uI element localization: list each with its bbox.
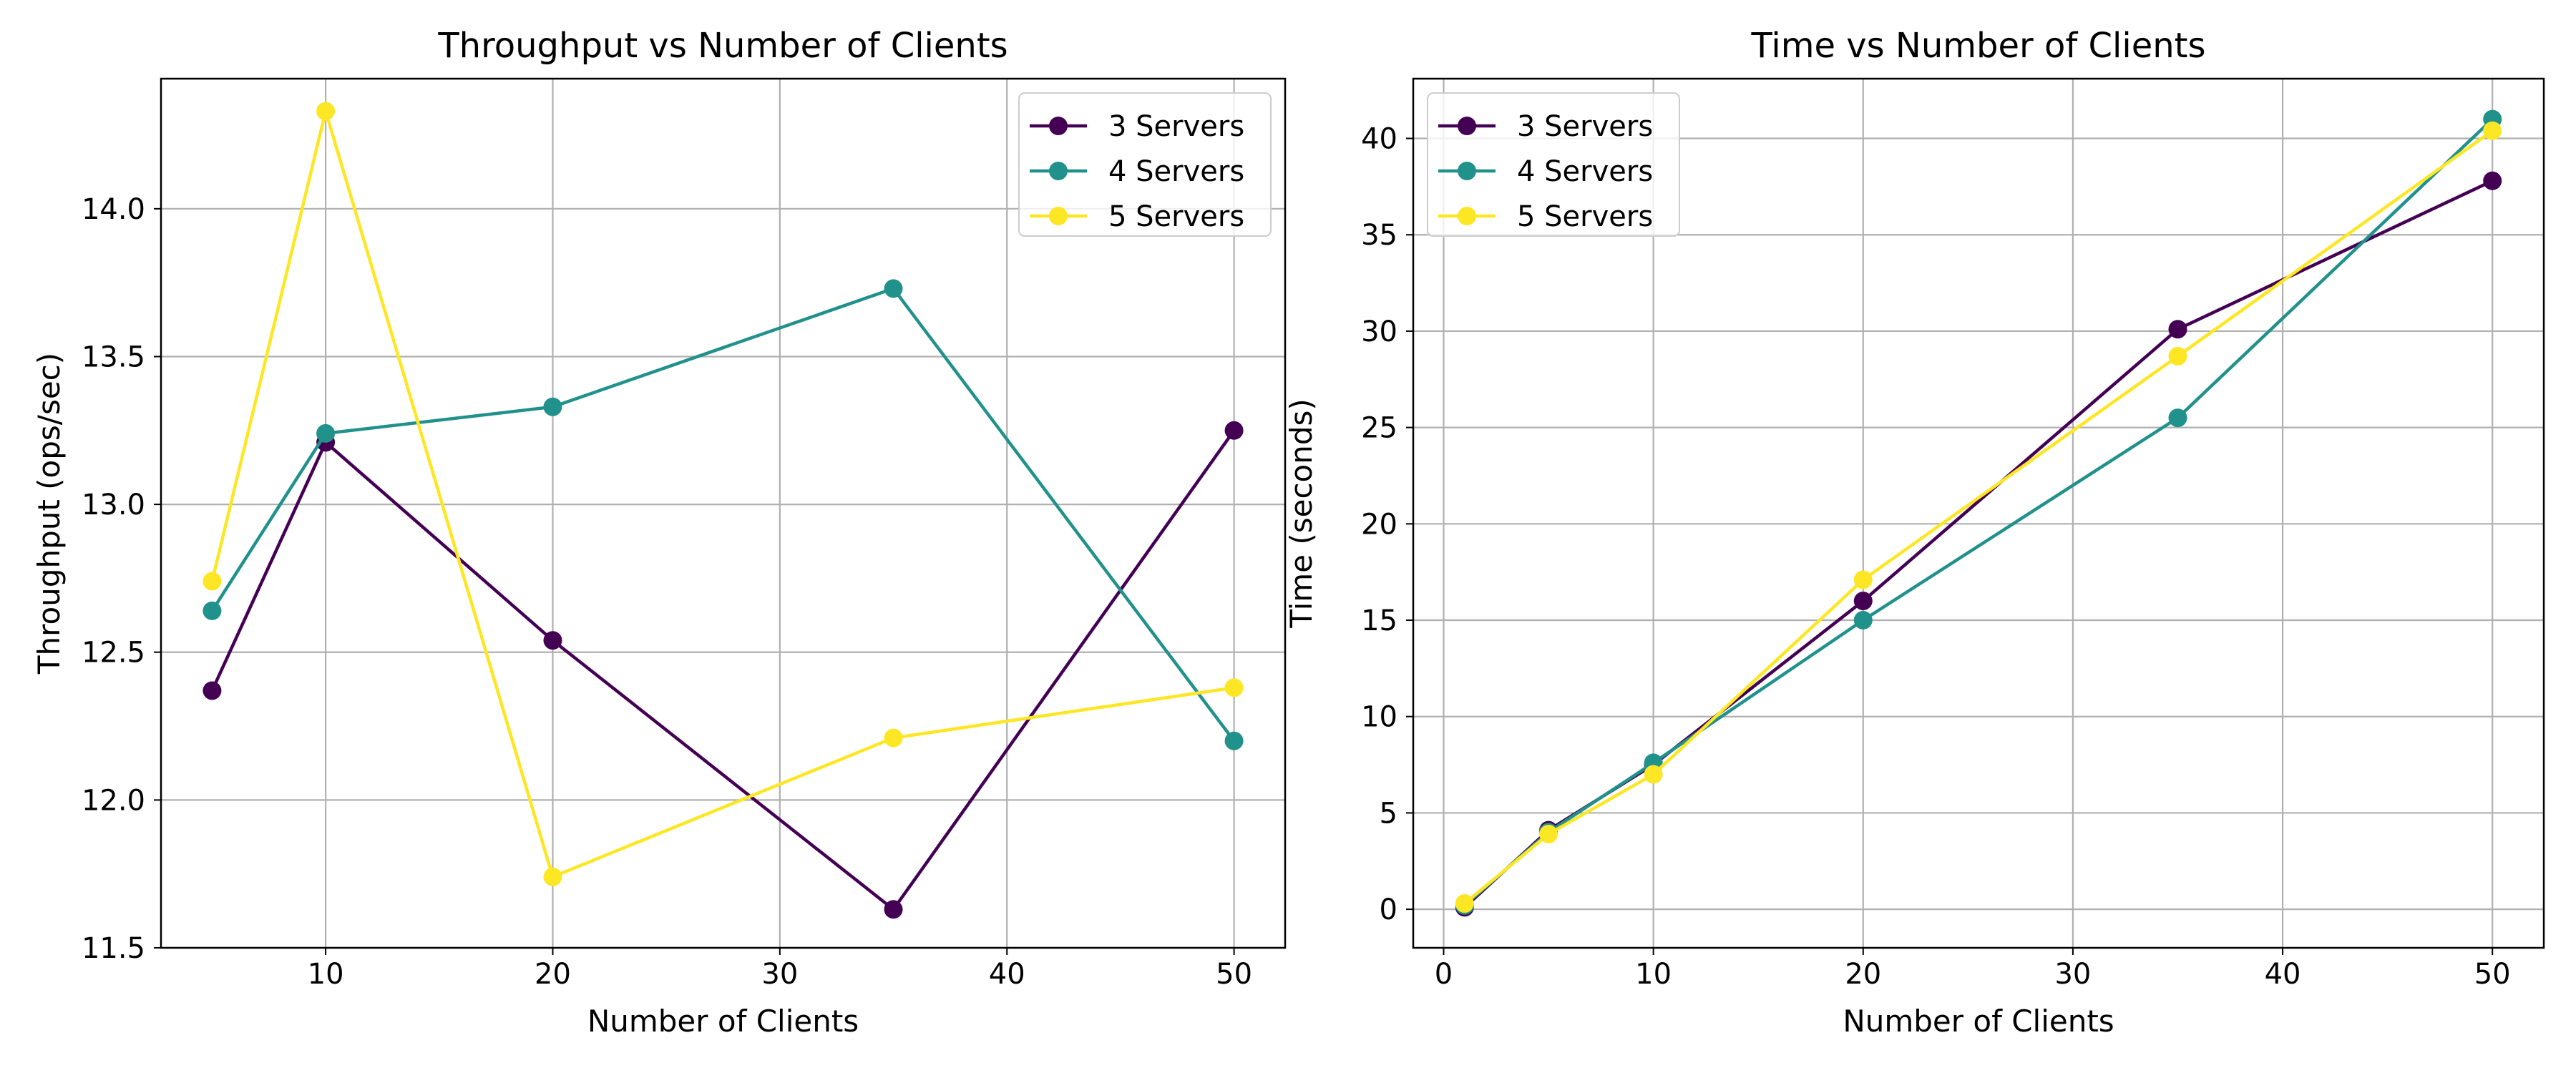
axes-frame — [1412, 77, 2545, 949]
x-tick-label: 10 — [308, 958, 344, 991]
x-tick-label: 50 — [1216, 958, 1252, 991]
x-tick-label: 20 — [1845, 958, 1881, 991]
x-tick-label: 40 — [2265, 958, 2301, 991]
legend-box — [1427, 92, 1680, 237]
data-point-4-servers — [1853, 611, 1873, 630]
x-axis-label: Number of Clients — [587, 1004, 859, 1039]
data-point-3-servers — [884, 900, 903, 919]
x-tick-label: 20 — [535, 958, 571, 991]
legend-label: 4 Servers — [1108, 155, 1244, 188]
x-tick-label: 0 — [1435, 958, 1453, 991]
time-chart: 0 10 20 30 40 50 0 5 10 15 20 25 30 35 40 Time vs Numbe… — [1284, 26, 2545, 1039]
legend-label: 5 Servers — [1517, 200, 1653, 233]
data-point-3-servers — [1224, 421, 1244, 440]
y-tick-label: 13.0 — [82, 489, 145, 521]
data-point-5-servers — [1539, 825, 1558, 844]
data-point-5-servers — [316, 102, 336, 121]
y-tick-label: 30 — [1361, 315, 1397, 348]
data-point-4-servers — [2168, 408, 2187, 428]
legend-marker — [1049, 207, 1068, 225]
y-tick-label: 14.0 — [82, 193, 145, 226]
legend-marker — [1458, 117, 1476, 135]
data-point-5-servers — [1644, 765, 1663, 784]
y-axis-label: Throughput (ops/sec) — [31, 353, 67, 675]
y-tick-label: 35 — [1361, 219, 1397, 252]
legend: 3 Servers 4 Servers 5 Servers — [1018, 92, 1272, 237]
legend-marker — [1458, 207, 1476, 225]
legend-label: 3 Servers — [1108, 110, 1244, 143]
data-point-5-servers — [2168, 346, 2187, 366]
y-tick-label: 25 — [1361, 412, 1397, 445]
y-tick-label: 40 — [1361, 123, 1397, 156]
data-point-3-servers — [2483, 171, 2502, 190]
legend-box — [1018, 92, 1272, 237]
y-tick-label: 12.5 — [82, 637, 145, 670]
data-point-4-servers — [884, 279, 903, 298]
chart-title: Throughput vs Number of Clients — [437, 26, 1008, 66]
x-tick-label: 50 — [2474, 958, 2511, 991]
x-tick-label: 30 — [761, 958, 798, 991]
y-tick-label: 0 — [1380, 893, 1397, 926]
y-tick-label: 20 — [1361, 508, 1397, 541]
data-point-5-servers — [1853, 570, 1873, 589]
data-point-5-servers — [1455, 894, 1474, 913]
y-tick-label: 15 — [1361, 604, 1397, 637]
legend-label: 4 Servers — [1517, 155, 1653, 188]
y-tick-label: 5 — [1380, 797, 1397, 830]
legend-marker — [1458, 162, 1476, 180]
data-point-5-servers — [543, 867, 562, 886]
series-line-5-servers — [1463, 129, 2494, 905]
x-tick-label: 30 — [2054, 958, 2091, 991]
y-tick-label: 11.5 — [82, 932, 145, 965]
axes-frame — [160, 77, 1287, 949]
y-tick-label: 13.5 — [82, 340, 145, 373]
data-point-5-servers — [1224, 678, 1244, 697]
data-point-4-servers — [316, 423, 336, 443]
y-axis-label: Time (seconds) — [1284, 398, 1319, 629]
data-point-4-servers — [543, 397, 562, 416]
x-tick-label: 40 — [989, 958, 1025, 991]
legend-marker — [1049, 117, 1068, 135]
data-point-3-servers — [2168, 320, 2187, 339]
y-tick-label: 10 — [1361, 701, 1397, 734]
data-point-5-servers — [203, 572, 222, 591]
chart-title: Time vs Number of Clients — [1751, 26, 2206, 66]
x-axis-label: Number of Clients — [1843, 1004, 2114, 1039]
data-point-4-servers — [1224, 731, 1244, 750]
data-point-4-servers — [203, 601, 222, 620]
legend-marker — [1049, 162, 1068, 180]
data-point-3-servers — [543, 631, 562, 650]
x-tick-label: 10 — [1635, 958, 1672, 991]
data-point-3-servers — [203, 681, 222, 700]
legend-label: 5 Servers — [1108, 200, 1244, 233]
data-point-5-servers — [2483, 121, 2502, 140]
throughput-chart: 10 20 30 40 50 11.5 12.0 12.5 13.0 13.5 14.0 Throug… — [31, 26, 1287, 1039]
legend: 3 Servers 4 Servers 5 Servers — [1427, 92, 1680, 237]
y-tick-label: 12.0 — [82, 784, 145, 817]
legend-label: 3 Servers — [1517, 110, 1653, 143]
data-point-5-servers — [884, 728, 903, 748]
data-point-3-servers — [1853, 592, 1873, 611]
